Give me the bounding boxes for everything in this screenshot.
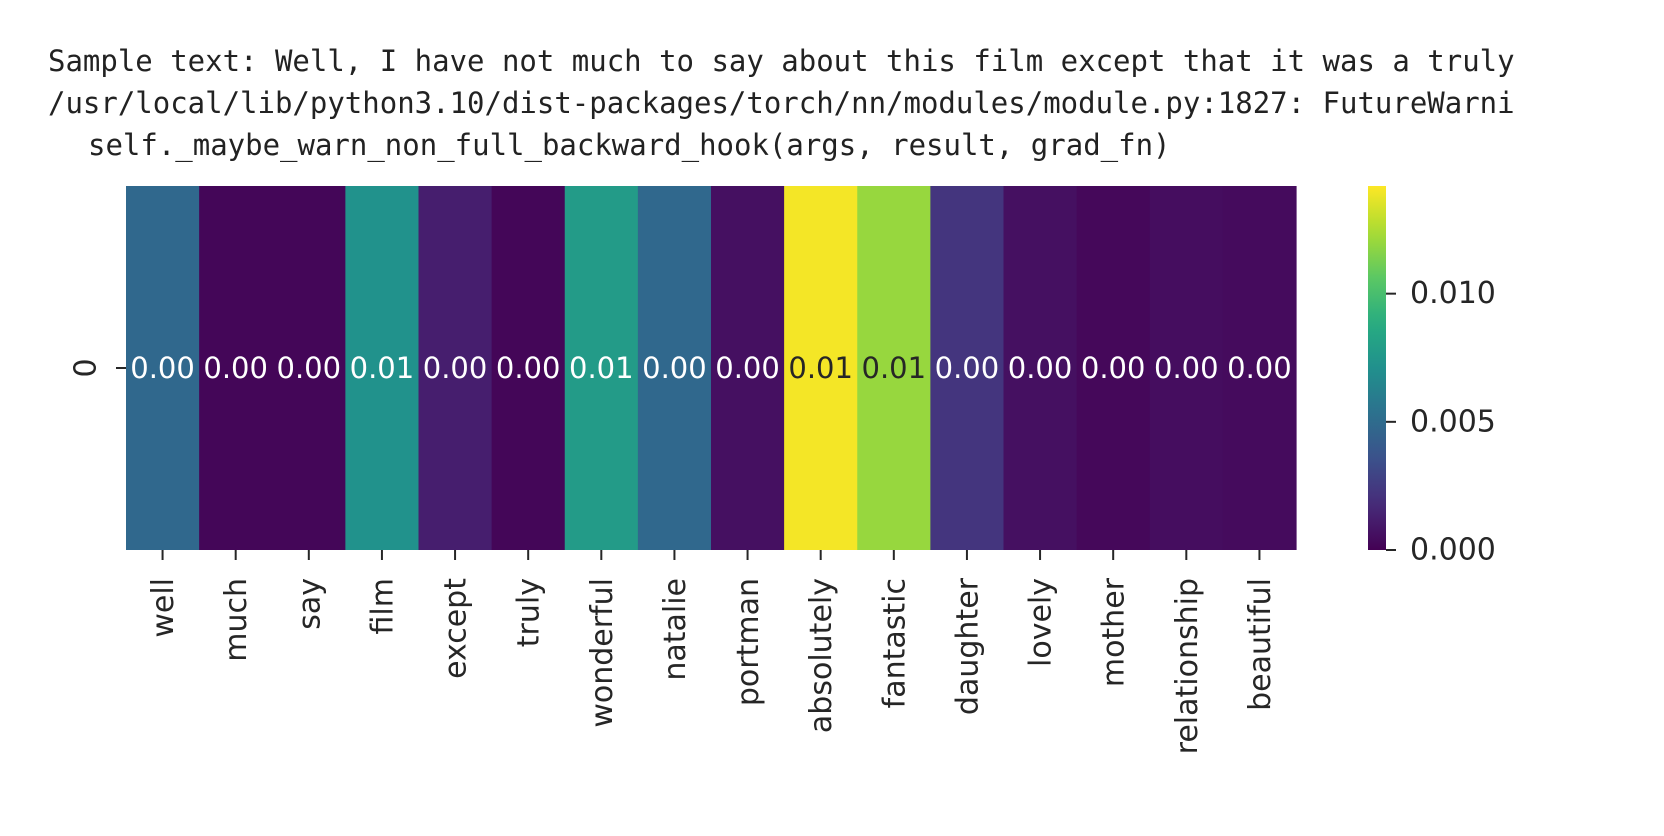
x-tick-label: mother <box>1097 577 1132 687</box>
heatmap-annotation-portman: 0.00 <box>715 351 780 385</box>
x-tick-label: except <box>439 578 474 679</box>
x-tick-label: daughter <box>950 577 985 715</box>
heatmap-cell-daughter <box>930 186 1005 550</box>
heatmap-annotation-natalie: 0.00 <box>642 351 707 385</box>
heatmap-cell-say <box>272 186 346 550</box>
heatmap-cell-much <box>199 186 273 550</box>
x-tick-label: wonderful <box>585 578 620 728</box>
colorbar: 0.000 0.005 0.010 <box>1368 186 1496 568</box>
heatmap-annotation-absolutely: 0.01 <box>788 351 853 385</box>
heatmap-cell-except <box>418 186 493 550</box>
y-axis: 0 <box>69 358 126 378</box>
colorbar-tick-label: 0.005 <box>1410 404 1496 439</box>
sample-text-line: Sample text: Well, I have not much to sa… <box>48 44 1515 78</box>
colorbar-tick-label: 0.010 <box>1410 276 1496 311</box>
heatmap-annotation-truly: 0.00 <box>496 351 561 385</box>
x-tick-label: portman <box>731 578 766 706</box>
heatmap-annotation-relationship: 0.00 <box>1154 351 1219 385</box>
cell-output: Sample text: Well, I have not much to sa… <box>48 40 1664 166</box>
heatmap-cell-fantastic <box>857 186 931 550</box>
heatmap-cell-natalie <box>637 186 712 550</box>
future-warning-line: /usr/local/lib/python3.10/dist-packages/… <box>48 86 1515 120</box>
heatmap-cell-portman <box>711 186 785 550</box>
warning-source-line: self._maybe_warn_non_full_backward_hook(… <box>88 128 1171 162</box>
heatmap-annotation-much: 0.00 <box>203 351 268 385</box>
x-tick-label: much <box>219 578 254 662</box>
colorbar-gradient <box>1368 186 1386 550</box>
heatmap-annotation-fantastic: 0.01 <box>862 351 927 385</box>
heatmap-annotations: 0.00 0.00 0.00 0.01 0.00 0.00 0.01 0.00 0.00 0.01… <box>130 351 1291 385</box>
x-tick-label: relationship <box>1170 578 1205 754</box>
x-tick-label: film <box>365 578 400 634</box>
y-tick-label: 0 <box>69 358 104 377</box>
heatmap-cell-mother <box>1076 186 1151 550</box>
x-axis: well much say film except truly wonderful natal… <box>146 550 1278 754</box>
heatmap-annotation-beautiful: 0.00 <box>1227 351 1292 385</box>
x-tick-label: say <box>292 578 327 630</box>
x-tick-label: lovely <box>1024 578 1059 667</box>
heatmap-cell-film <box>345 186 420 550</box>
heatmap-annotation-lovely: 0.00 <box>1008 351 1073 385</box>
heatmap-cell-truly <box>491 186 566 550</box>
colorbar-tick-label: 0.000 <box>1410 533 1496 568</box>
heatmap-annotation-daughter: 0.00 <box>935 351 1000 385</box>
heatmap-cell-well <box>126 186 200 550</box>
heatmap-cells <box>126 186 1297 550</box>
heatmap-cell-wonderful <box>564 186 639 550</box>
heatmap-annotation-mother: 0.00 <box>1081 351 1146 385</box>
heatmap-annotation-well: 0.00 <box>130 351 195 385</box>
x-tick-label: absolutely <box>804 578 839 733</box>
heatmap-cell-relationship <box>1149 186 1224 550</box>
heatmap-annotation-except: 0.00 <box>423 351 488 385</box>
heatmap-cell-absolutely <box>784 186 858 550</box>
heatmap-annotation-film: 0.01 <box>350 351 415 385</box>
x-tick-label: well <box>146 578 181 638</box>
heatmap-cell-beautiful <box>1222 186 1297 550</box>
heatmap-annotation-wonderful: 0.01 <box>569 351 634 385</box>
heatmap-cell-lovely <box>1003 186 1078 550</box>
x-tick-label: natalie <box>658 578 693 681</box>
x-tick-label: beautiful <box>1243 578 1278 711</box>
heatmap-annotation-say: 0.00 <box>277 351 342 385</box>
x-tick-label: truly <box>512 578 547 647</box>
x-tick-label: fantastic <box>877 578 912 708</box>
